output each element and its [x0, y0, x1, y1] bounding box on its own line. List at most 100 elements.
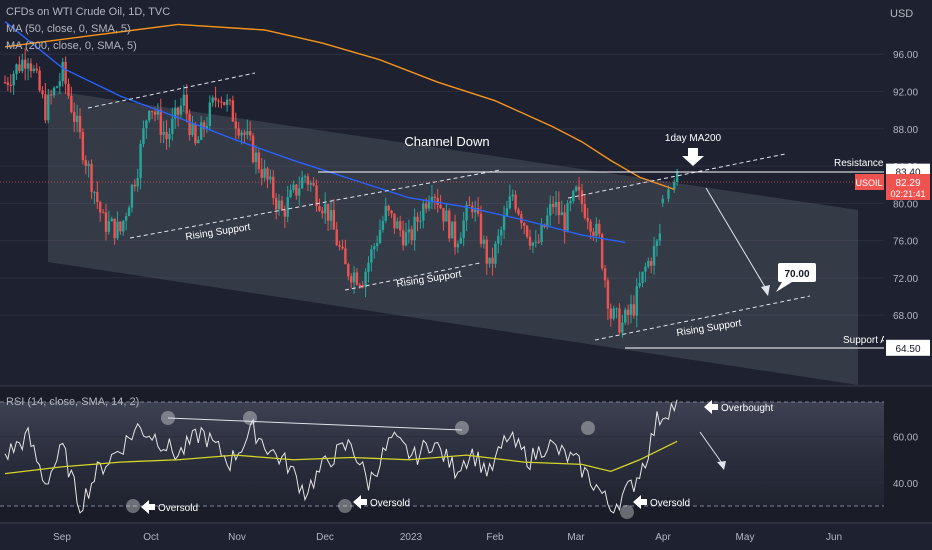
candle-body: [347, 264, 350, 277]
rsi-legend: RSI (14, close, SMA, 14, 2): [6, 396, 140, 408]
candle-body: [673, 181, 676, 190]
resistance-tag-label: 83.40: [895, 168, 920, 179]
candle-body: [361, 284, 364, 288]
candle-body: [603, 268, 607, 281]
candle-body: [629, 304, 633, 315]
candle-body: [260, 169, 263, 178]
candle-body: [641, 271, 644, 283]
candle-body: [439, 204, 442, 209]
support-label: Support A: [843, 335, 887, 346]
candle-body: [84, 160, 87, 166]
time-tick-label: Oct: [143, 532, 159, 543]
oversold-label: Oversold: [370, 498, 410, 509]
candle-body: [303, 176, 307, 178]
candle-body: [29, 63, 33, 72]
candle-body: [246, 131, 249, 135]
candle-body: [399, 221, 402, 231]
candle-body: [370, 249, 373, 263]
ma200-label: 1day MA200: [665, 133, 722, 144]
candle-body: [280, 200, 284, 210]
candle-body: [338, 245, 341, 247]
price-tick-label: 72.00: [893, 274, 918, 285]
candle-body: [35, 68, 38, 71]
candle-body: [243, 132, 246, 135]
candle-body: [309, 183, 312, 185]
candle-body: [609, 308, 612, 319]
candle-body: [127, 207, 131, 217]
candle-body: [502, 215, 506, 230]
candle-body: [153, 111, 157, 115]
overbought-label: Overbought: [721, 403, 773, 414]
price-tag-label: 82.29: [895, 178, 920, 189]
candle-body: [32, 68, 36, 72]
candle-body: [145, 120, 148, 129]
candle-body: [632, 304, 636, 316]
candle-body: [520, 214, 523, 224]
candle-body: [422, 203, 425, 221]
candle-body: [194, 123, 197, 144]
candle-body: [257, 152, 261, 170]
rsi-projection-arrow: [699, 431, 725, 467]
candle-body: [577, 186, 581, 191]
candle-body: [554, 201, 558, 207]
candle-body: [237, 128, 240, 136]
time-tick-label: Jun: [826, 532, 842, 543]
candle-body: [410, 229, 413, 241]
candle-body: [122, 220, 125, 232]
resistance-label: Resistance A: [834, 158, 893, 169]
candle-body: [523, 223, 526, 226]
rsi-trough-marker: [620, 505, 634, 519]
candle-body: [205, 125, 209, 130]
candle-body: [511, 194, 514, 197]
candle-body: [277, 200, 281, 210]
candle-body: [142, 128, 145, 144]
candle-body: [436, 197, 439, 205]
candle-body: [87, 163, 90, 166]
price-tag: [886, 174, 930, 200]
candle-body: [551, 204, 555, 207]
candle-body: [55, 86, 59, 88]
target-label: 70.00: [784, 269, 809, 280]
candle-body: [110, 218, 113, 222]
candle-body: [15, 64, 18, 74]
candle-body: [162, 131, 165, 135]
candle-body: [644, 266, 647, 272]
candle-body: [667, 189, 670, 199]
support-tag: [886, 339, 930, 356]
candle-body: [300, 177, 304, 189]
projection-arrowhead: [761, 285, 770, 296]
candle-body: [251, 135, 255, 163]
candle-body: [254, 152, 258, 163]
target-box: [778, 263, 816, 282]
candle-body: [104, 212, 108, 232]
candle-body: [263, 168, 266, 178]
candle-body: [199, 122, 203, 140]
candle-body: [52, 87, 56, 96]
rsi-line: [4, 399, 678, 514]
candle-body: [179, 105, 183, 115]
candle-body: [202, 122, 206, 130]
candle-body: [442, 208, 445, 222]
candle-body: [119, 221, 122, 232]
candle-body: [580, 190, 584, 205]
rising-support-line: [594, 295, 811, 341]
price-axis: 68.0072.0076.0080.0084.0088.0092.0096.00…: [0, 50, 930, 356]
oversold-arrow-icon: [141, 500, 155, 514]
candle-body: [499, 229, 503, 236]
candle-body: [592, 231, 595, 236]
candle-body: [240, 132, 243, 136]
candle-body: [384, 205, 387, 221]
candle-body: [136, 177, 139, 187]
candle-body: [124, 216, 128, 221]
candles: [3, 48, 679, 338]
candle-body: [595, 223, 598, 236]
channel-label: Channel Down: [404, 134, 489, 149]
candle-body: [225, 99, 229, 105]
candle-body: [148, 110, 151, 121]
candle-body: [430, 196, 434, 202]
time-tick-label: Mar: [567, 532, 585, 543]
candle-body: [661, 198, 664, 204]
candle-body: [589, 221, 592, 232]
candle-body: [424, 203, 428, 209]
candle-body: [482, 239, 486, 244]
